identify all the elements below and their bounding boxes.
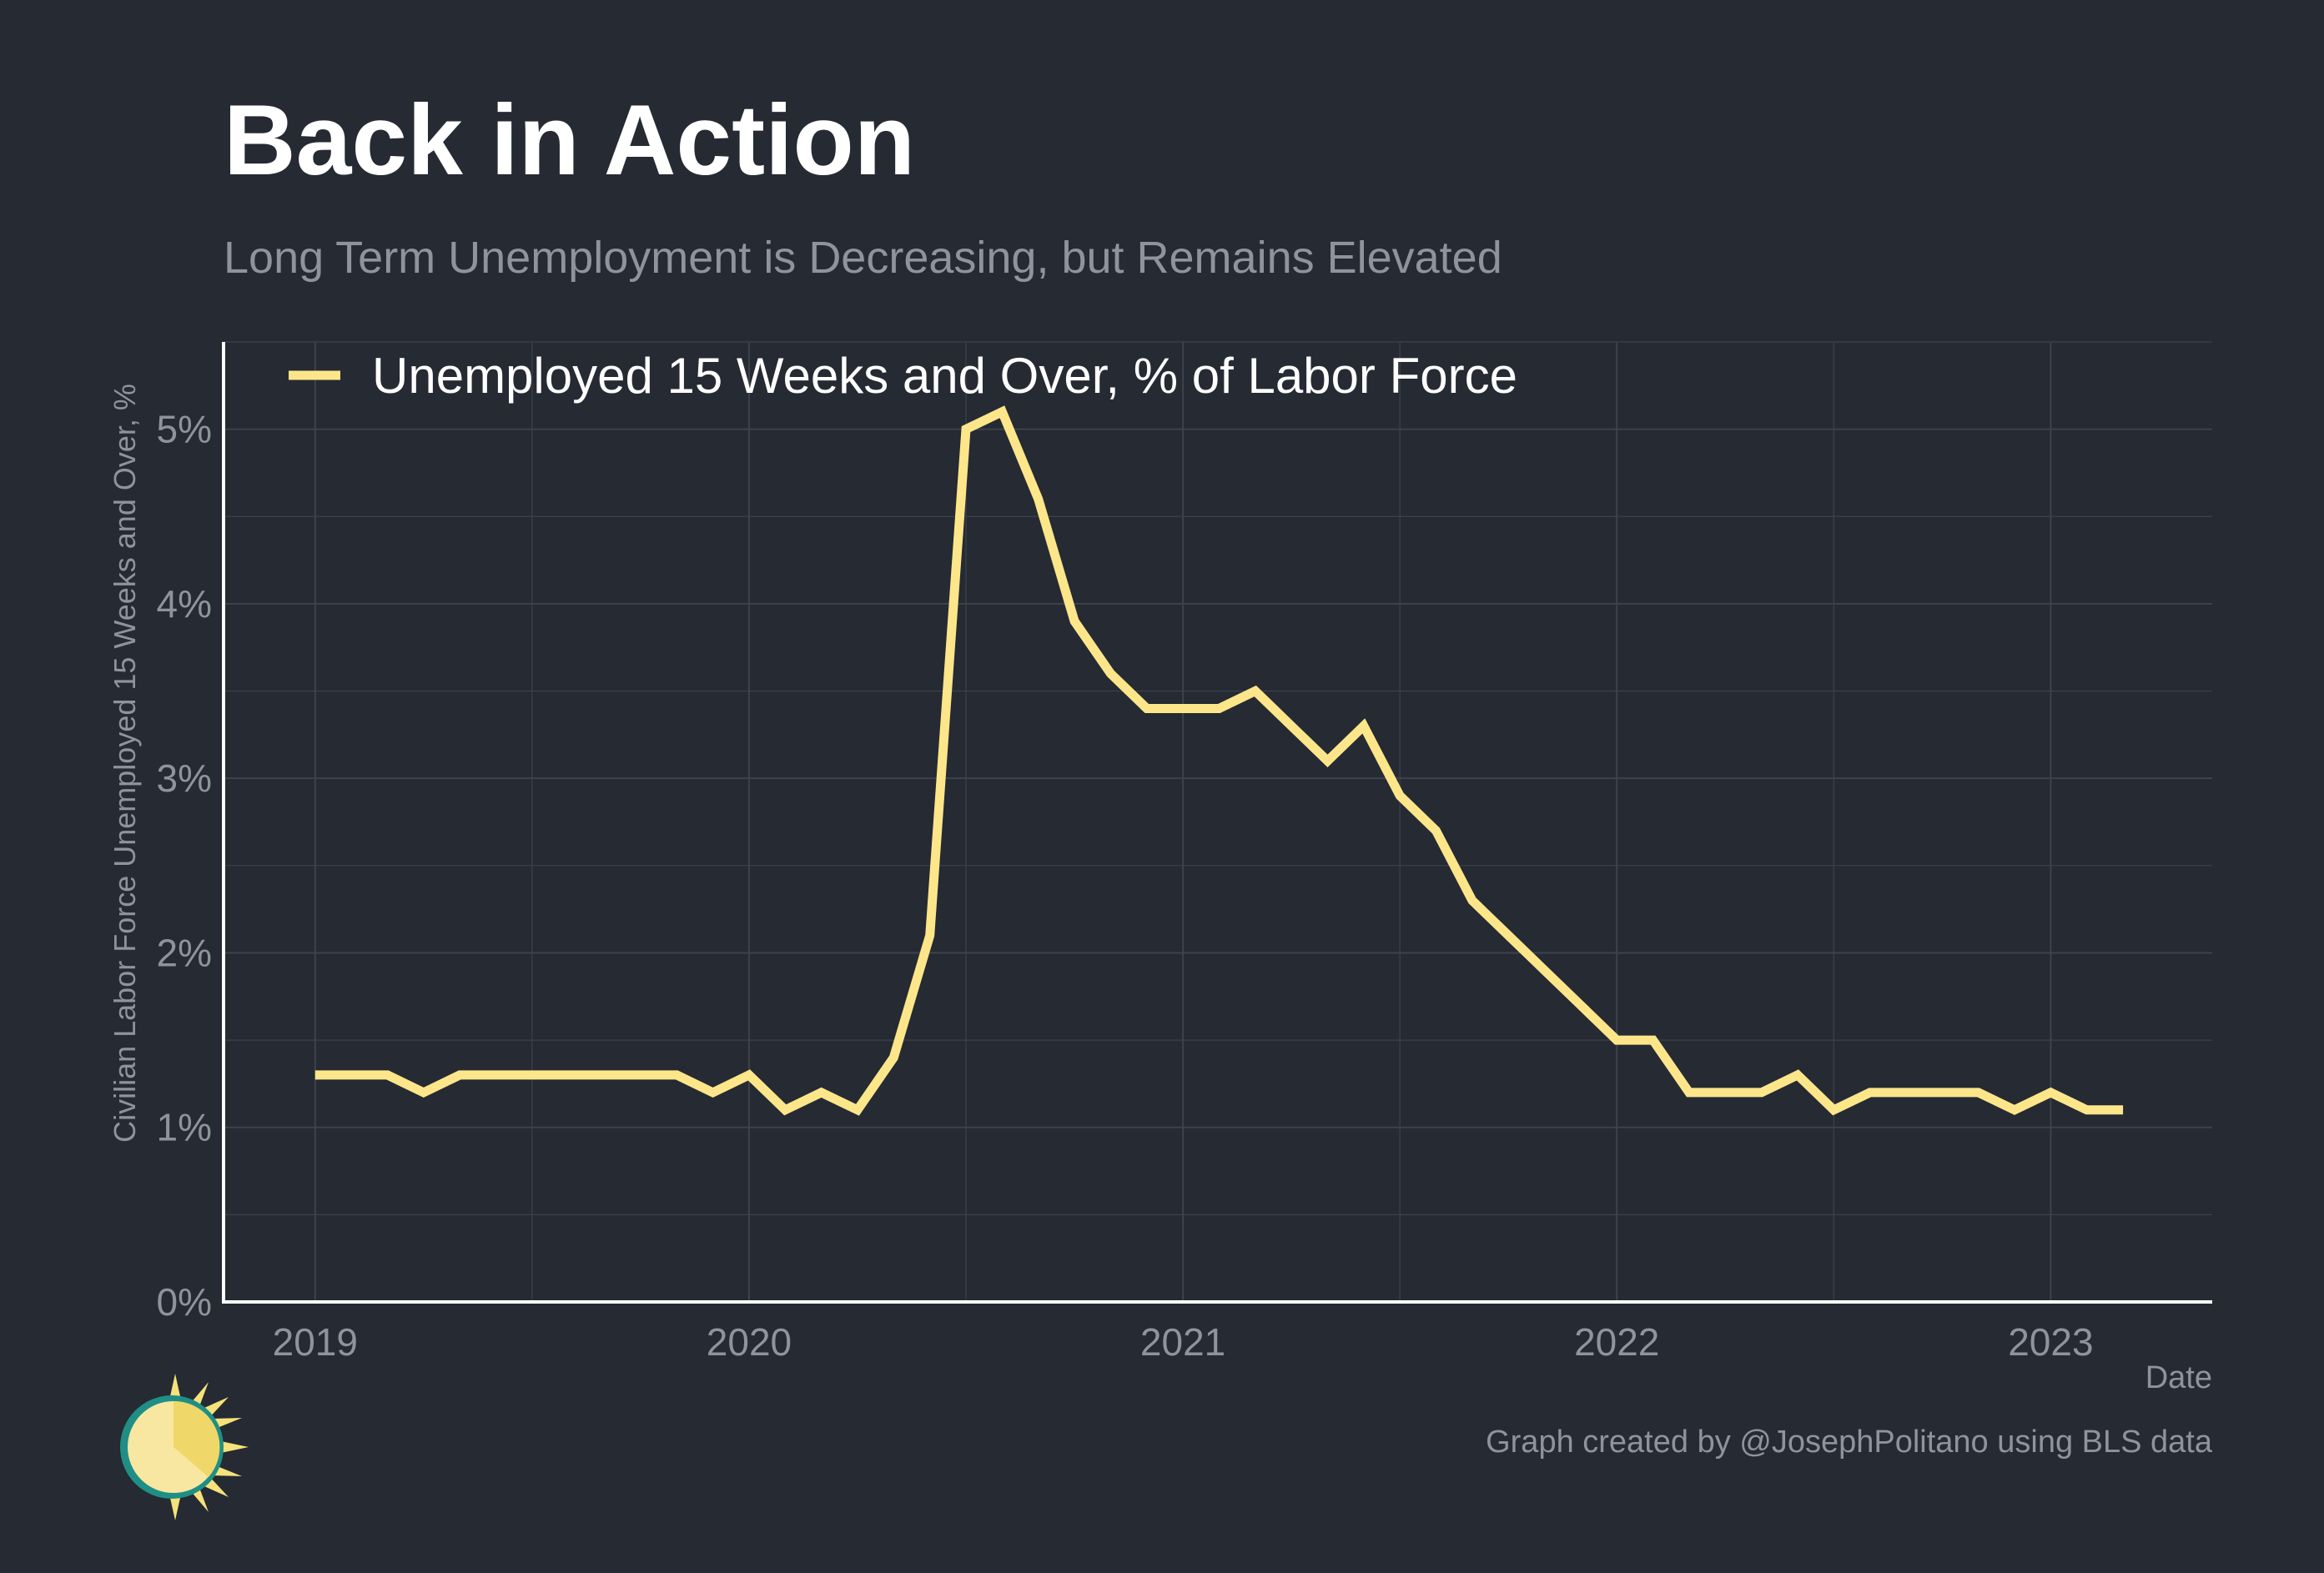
series-layer [314, 405, 2124, 1116]
y-tick-label: 2% [157, 931, 212, 974]
x-tick-label: 2021 [1140, 1320, 1225, 1364]
sun-logo-icon [120, 1374, 249, 1520]
y-tick-label: 4% [157, 582, 212, 626]
source-caption: Graph created by @JosephPolitano using B… [1486, 1425, 2212, 1460]
legend-label: Unemployed 15 Weeks and Over, % of Labor… [372, 348, 1517, 404]
x-tick-label: 2023 [2008, 1320, 2093, 1364]
y-tick-label: 1% [157, 1106, 212, 1149]
legend: Unemployed 15 Weeks and Over, % of Labor… [289, 348, 1517, 404]
chart-subtitle: Long Term Unemployment is Decreasing, bu… [224, 233, 1502, 283]
chart-title: Back in Action [224, 84, 916, 196]
series-line [314, 405, 2124, 1116]
x-axis-label: Date [2145, 1360, 2212, 1395]
y-tick-label: 0% [157, 1280, 212, 1324]
y-tick-label: 5% [157, 408, 212, 451]
axis-layer: 0% 1% 2% 3% 4% 5% 2019 2020 2021 2022 2023 [157, 342, 2212, 1364]
y-axis-label: Civilian Labor Force Unemployed 15 Weeks… [108, 384, 142, 1143]
x-tick-label: 2022 [1574, 1320, 1659, 1364]
y-tick-label: 3% [157, 756, 212, 800]
x-tick-label: 2019 [273, 1320, 358, 1364]
x-tick-label: 2020 [707, 1320, 792, 1364]
grid-layer [224, 341, 2212, 1302]
